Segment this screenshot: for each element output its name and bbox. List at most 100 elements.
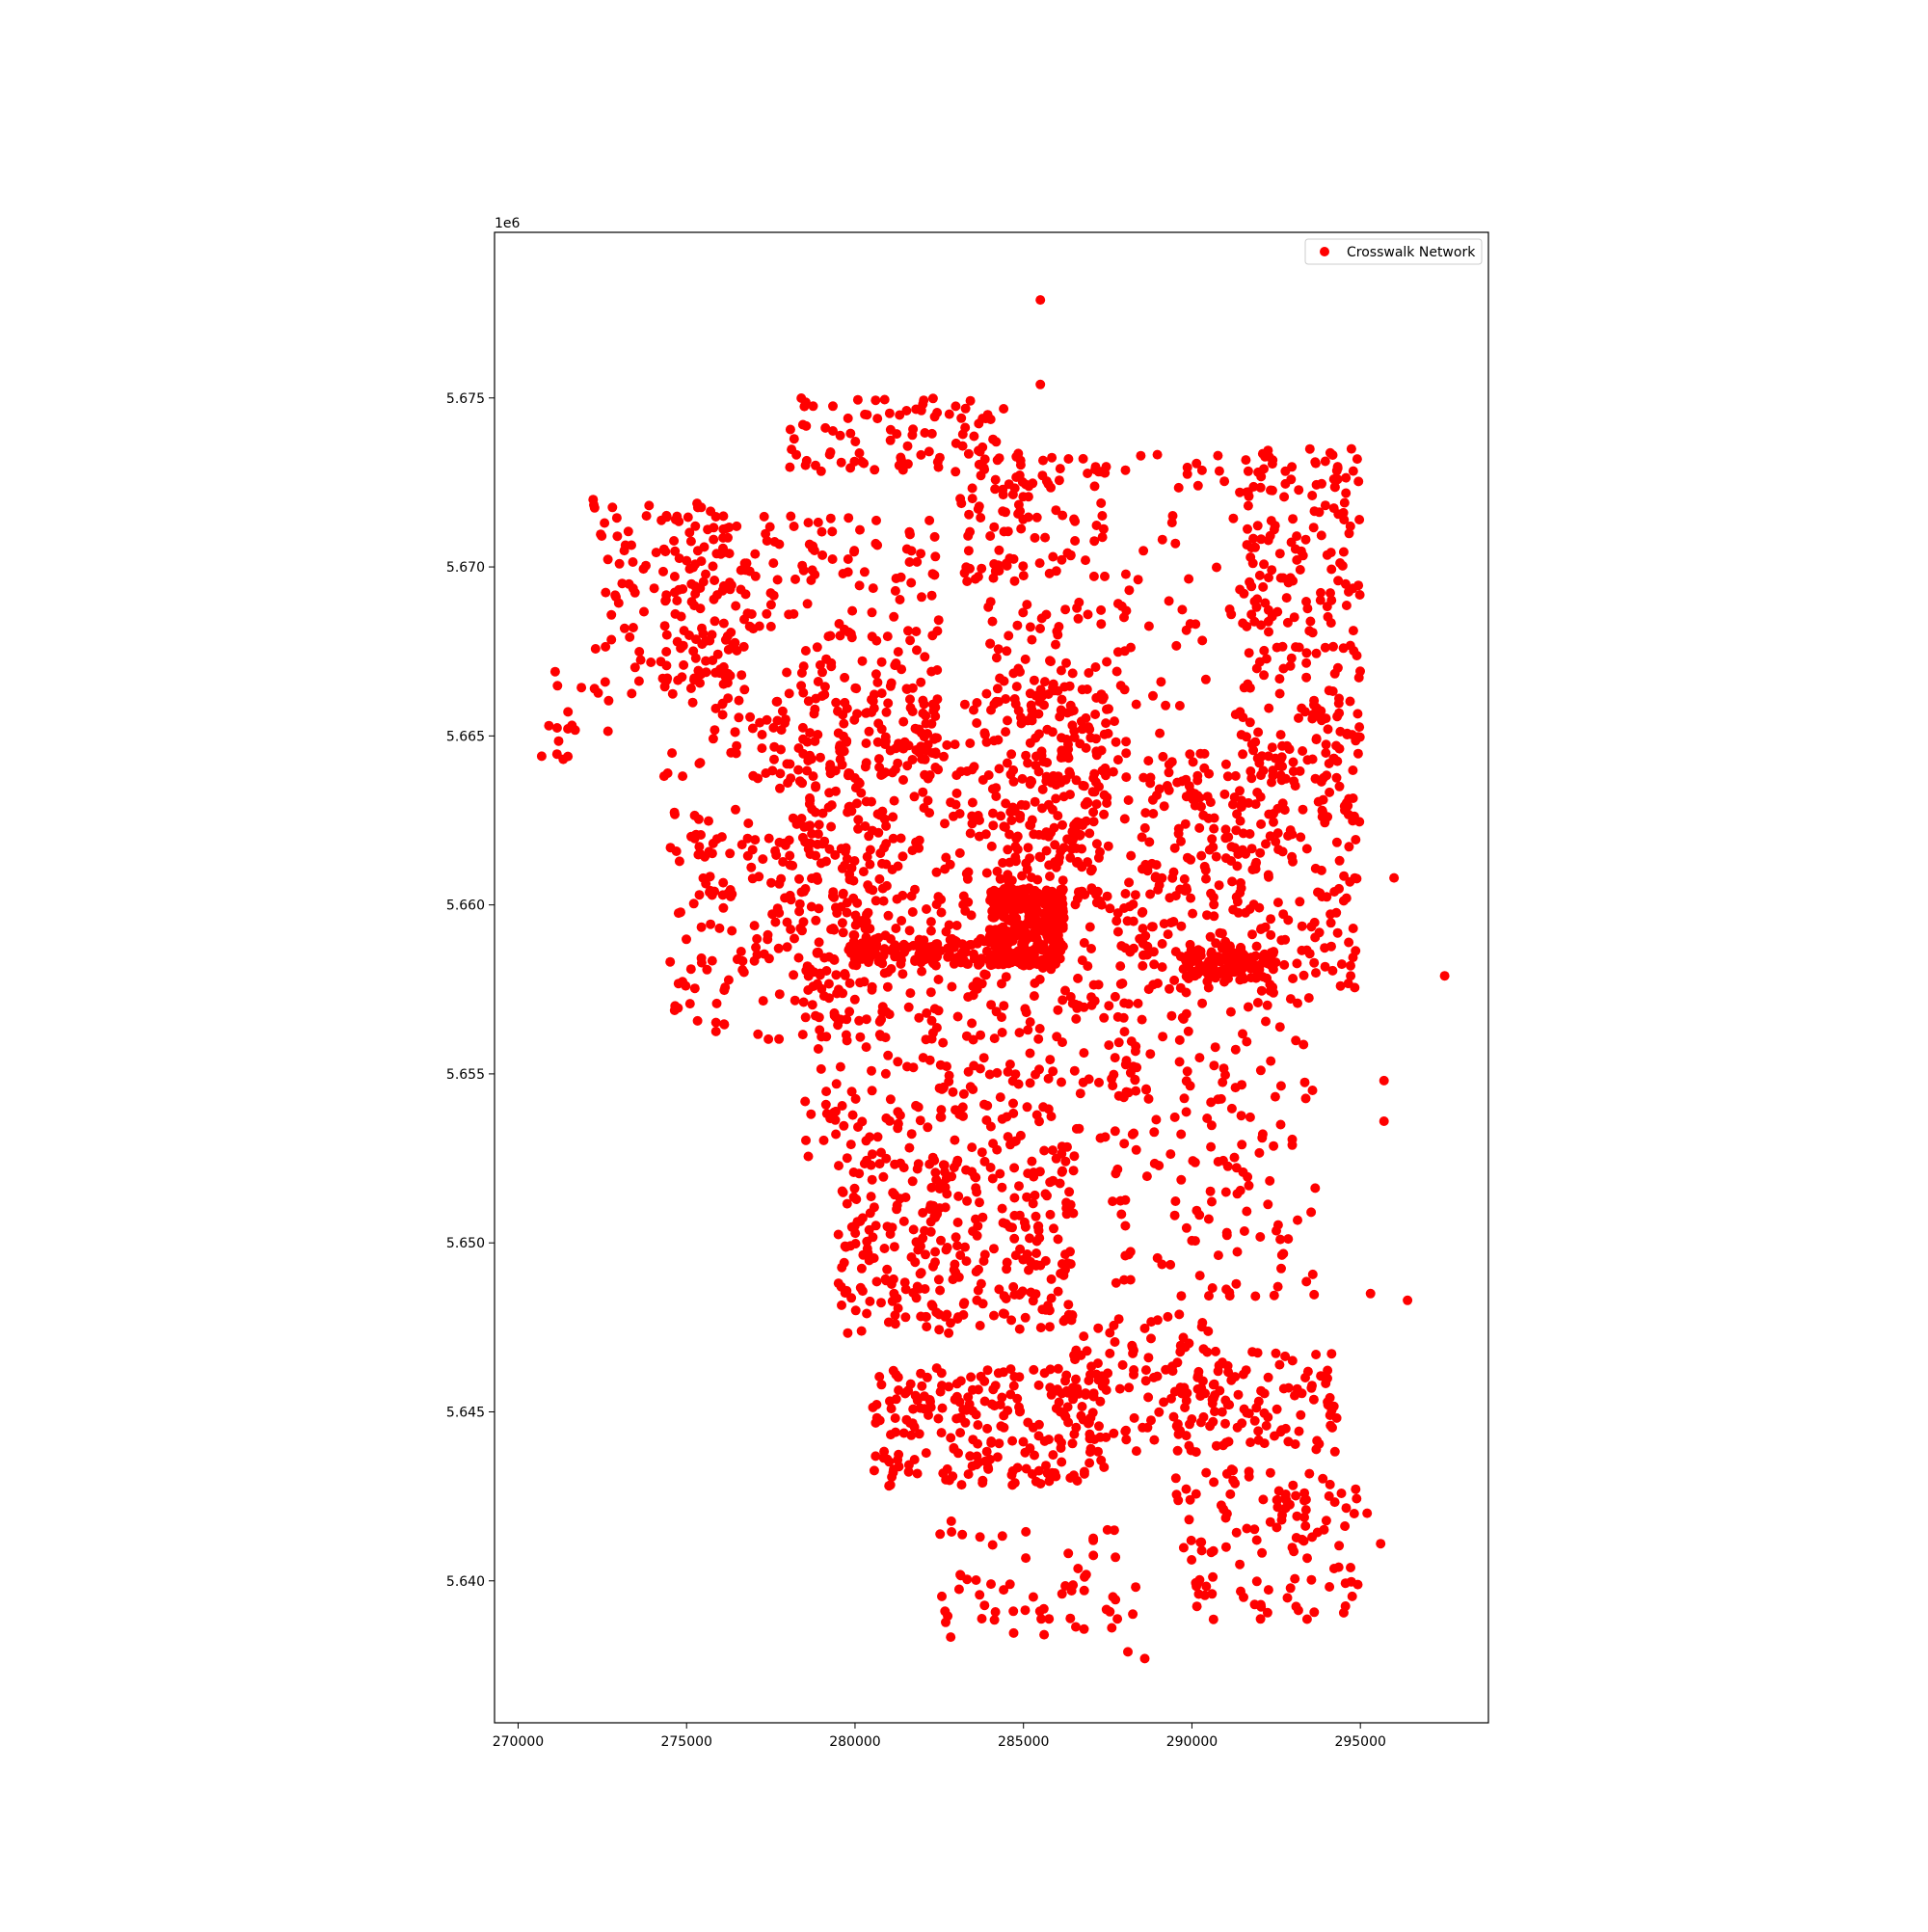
data-point-2215: [1252, 788, 1263, 797]
data-point-2918: [944, 1328, 954, 1338]
data-point-2076: [1309, 957, 1320, 968]
data-point-3746: [1195, 1417, 1206, 1428]
data-point-1097: [689, 601, 700, 611]
legend-label: Crosswalk Network: [1347, 245, 1476, 260]
data-point-2687: [883, 967, 893, 978]
data-point-1592: [986, 705, 996, 715]
data-point-1910: [1246, 773, 1257, 784]
data-point-3526: [1061, 1370, 1072, 1381]
data-point-3460: [968, 1406, 978, 1416]
data-point-1577: [1001, 727, 1011, 738]
data-point-3409: [997, 1392, 1007, 1403]
data-point-3561: [915, 1403, 925, 1413]
data-point-391: [898, 939, 909, 950]
data-point-1868: [1279, 492, 1290, 502]
data-point-2232: [1272, 828, 1283, 839]
data-point-1433: [878, 768, 888, 779]
data-point-1618: [1008, 765, 1019, 775]
data-point-2377: [692, 1015, 703, 1026]
data-point-3783: [1294, 1426, 1304, 1436]
data-point-2928: [862, 1236, 872, 1247]
data-point-738: [994, 545, 1004, 555]
data-point-3878: [1185, 1494, 1195, 1505]
data-point-1262: [951, 770, 962, 781]
data-point-2674: [1057, 1077, 1066, 1087]
data-point-829: [644, 500, 655, 511]
data-point-3003: [865, 1208, 875, 1219]
data-point-2675: [1093, 979, 1104, 990]
data-point-3769: [1172, 1357, 1183, 1368]
data-point-2370: [736, 947, 746, 956]
data-point-3890: [1255, 1614, 1266, 1624]
data-point-2325: [830, 849, 841, 860]
data-point-3801: [953, 1584, 964, 1595]
data-point-1516: [988, 808, 998, 818]
data-point-3422: [903, 1466, 914, 1477]
data-point-3975: [1035, 379, 1046, 389]
data-point-3075: [1041, 1304, 1052, 1315]
data-point-1673: [1073, 613, 1084, 624]
data-point-526: [1220, 951, 1231, 961]
data-point-3496: [908, 1404, 919, 1414]
axes-frame: [494, 231, 1489, 1724]
data-point-1682: [1012, 620, 1023, 631]
data-point-1876: [1261, 654, 1272, 664]
data-point-3228: [1111, 1277, 1121, 1288]
data-point-2514: [694, 890, 705, 900]
data-point-3834: [1044, 1614, 1055, 1624]
data-point-1067: [734, 695, 744, 706]
data-point-3287: [1244, 1180, 1254, 1191]
data-point-790: [635, 655, 646, 665]
data-point-3658: [1210, 1407, 1219, 1417]
data-point-1575: [998, 858, 1008, 868]
data-point-2707: [1062, 1141, 1072, 1152]
data-point-1471: [930, 702, 941, 712]
data-point-3639: [1071, 1374, 1081, 1384]
data-point-953: [669, 572, 680, 581]
data-point-2459: [738, 967, 749, 978]
data-point-711: [998, 490, 1008, 500]
data-point-2271: [1269, 817, 1278, 827]
data-point-2272: [1181, 883, 1192, 893]
data-point-3711: [1217, 1407, 1227, 1417]
data-point-3342: [1202, 1114, 1213, 1123]
data-point-991: [916, 549, 926, 559]
data-point-3263: [1181, 1222, 1192, 1233]
data-point-778: [619, 546, 629, 556]
data-point-2092: [1325, 787, 1335, 797]
data-point-1975: [1241, 455, 1251, 466]
data-point-2576: [806, 901, 817, 912]
data-point-3288: [1188, 1156, 1198, 1167]
data-point-597: [892, 429, 902, 440]
data-point-2919: [960, 1242, 970, 1252]
data-point-2679: [1022, 1102, 1032, 1113]
data-point-3315: [1108, 1196, 1118, 1207]
data-point-2426: [706, 919, 716, 929]
data-point-1164: [741, 558, 752, 569]
data-point-813: [590, 644, 601, 654]
data-point-2409: [785, 860, 795, 871]
data-point-871: [553, 736, 564, 746]
data-point-616: [907, 430, 918, 441]
data-point-317: [1020, 928, 1030, 939]
data-point-2833: [850, 1093, 861, 1104]
data-point-3493: [981, 1446, 992, 1457]
data-point-2240: [1179, 873, 1190, 884]
data-point-1465: [1003, 715, 1012, 726]
data-point-843: [607, 502, 618, 513]
data-point-1467: [844, 767, 854, 778]
data-point-3281: [1299, 1077, 1310, 1087]
data-point-727: [1041, 476, 1052, 487]
data-point-3958: [1347, 1591, 1357, 1601]
data-point-607: [957, 429, 968, 440]
data-point-1571: [1021, 858, 1031, 869]
data-point-929: [855, 524, 865, 535]
data-point-1954: [1294, 712, 1303, 723]
data-point-2072: [1339, 871, 1350, 881]
data-point-1400: [854, 778, 865, 789]
data-point-3803: [1036, 1614, 1047, 1624]
data-point-1899: [1272, 606, 1283, 617]
data-point-3628: [1140, 1376, 1151, 1386]
data-point-3497: [963, 1392, 974, 1403]
data-point-1311: [896, 833, 906, 844]
